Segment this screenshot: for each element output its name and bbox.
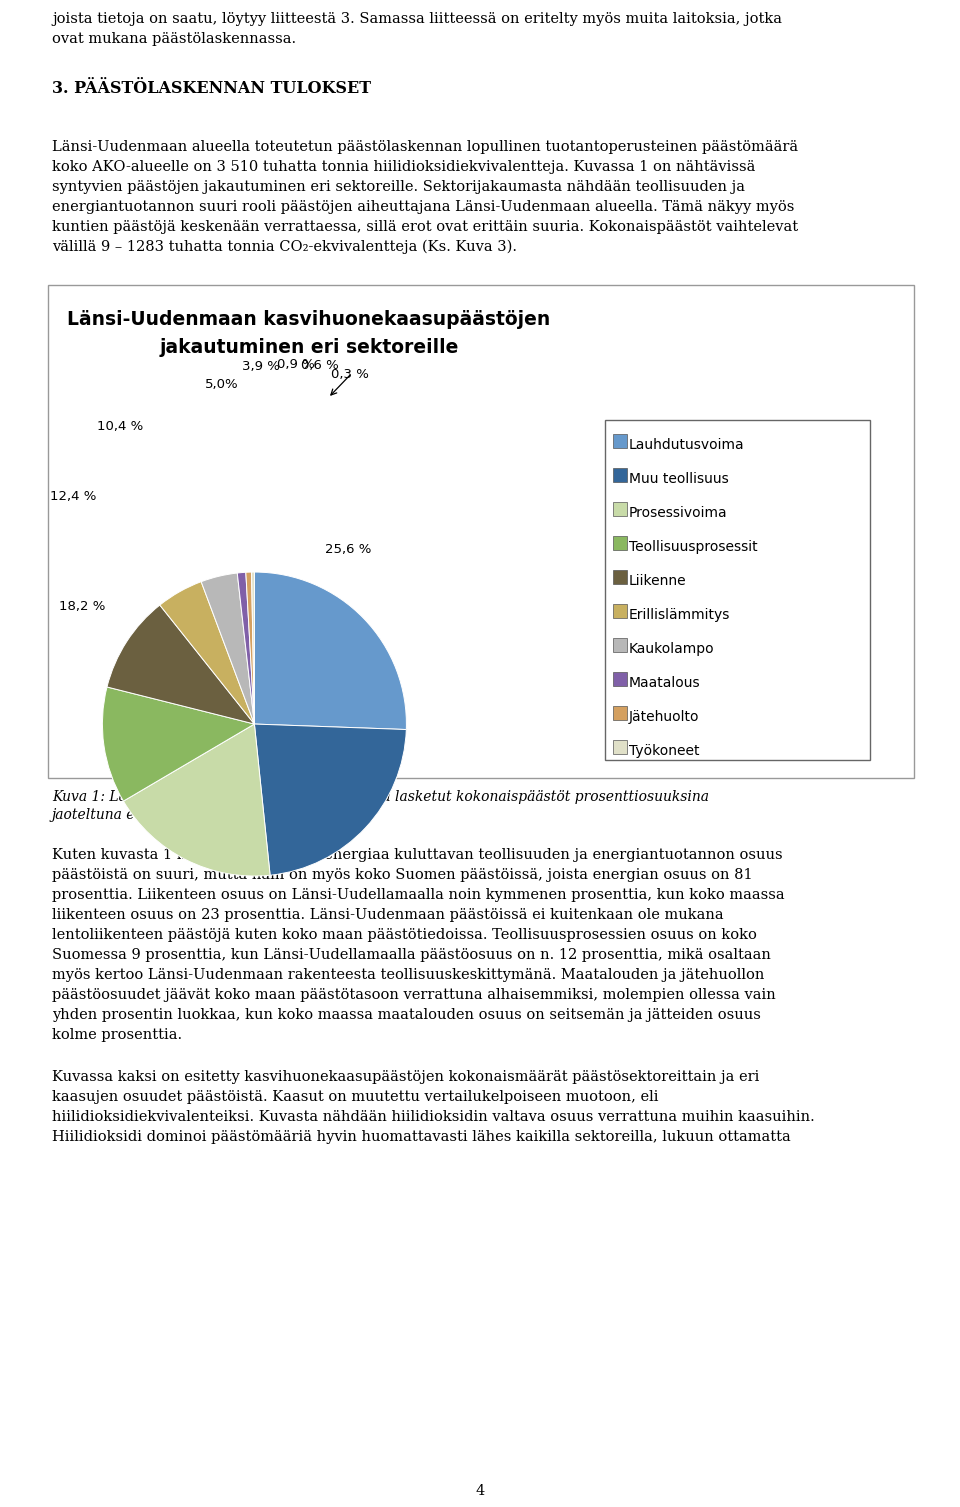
FancyBboxPatch shape	[613, 434, 627, 448]
Wedge shape	[254, 723, 406, 876]
Text: 10,4 %: 10,4 %	[97, 420, 143, 433]
Text: välillä 9 – 1283 tuhatta tonnia CO₂-ekvivalentteja (Ks. Kuva 3).: välillä 9 – 1283 tuhatta tonnia CO₂-ekvi…	[52, 240, 517, 255]
Text: Liikenne: Liikenne	[629, 574, 686, 588]
Text: 22,8 %: 22,8 %	[192, 686, 238, 698]
Text: kuntien päästöjä keskenään verrattaessa, sillä erot ovat erittäin suuria. Kokona: kuntien päästöjä keskenään verrattaessa,…	[52, 220, 798, 234]
Text: päästöistä on suuri, mutta näin on myös koko Suomen päästöissä, joista energian : päästöistä on suuri, mutta näin on myös …	[52, 868, 753, 882]
Text: liikenteen osuus on 23 prosenttia. Länsi-Uudenmaan päästöissä ei kuitenkaan ole : liikenteen osuus on 23 prosenttia. Länsi…	[52, 909, 724, 922]
Text: syntyvien päästöjen jakautuminen eri sektoreille. Sektorijakaumasta nähdään teol: syntyvien päästöjen jakautuminen eri sek…	[52, 179, 745, 194]
Wedge shape	[252, 573, 254, 723]
FancyBboxPatch shape	[613, 570, 627, 585]
Text: 0,9 %: 0,9 %	[277, 359, 315, 371]
Text: 12,4 %: 12,4 %	[50, 490, 96, 503]
FancyBboxPatch shape	[613, 705, 627, 720]
FancyBboxPatch shape	[613, 502, 627, 515]
Text: 5,0%: 5,0%	[205, 378, 239, 390]
Text: Työkoneet: Työkoneet	[629, 744, 700, 758]
Text: koko AKO-alueelle on 3 510 tuhatta tonnia hiilidioksidiekvivalentteja. Kuvassa 1: koko AKO-alueelle on 3 510 tuhatta tonni…	[52, 160, 756, 173]
Text: Prosessivoima: Prosessivoima	[629, 506, 728, 520]
Wedge shape	[202, 573, 254, 723]
Text: 0,6 %: 0,6 %	[301, 359, 339, 372]
FancyBboxPatch shape	[605, 420, 870, 760]
Text: hiilidioksidiekvivalenteiksi. Kuvasta nähdään hiilidioksidin valtava osuus verra: hiilidioksidiekvivalenteiksi. Kuvasta nä…	[52, 1111, 815, 1124]
Text: Länsi-Uudenmaan alueella toteutetun päästölaskennan lopullinen tuotantoperustein: Länsi-Uudenmaan alueella toteutetun pääs…	[52, 140, 798, 154]
Wedge shape	[124, 723, 270, 876]
Text: prosenttia. Liikenteen osuus on Länsi-Uudellamaalla noin kymmenen prosenttia, ku: prosenttia. Liikenteen osuus on Länsi-Uu…	[52, 888, 784, 903]
Text: joista tietoja on saatu, löytyy liitteestä 3. Samassa liitteessä on eritelty myö: joista tietoja on saatu, löytyy liittees…	[52, 12, 782, 26]
Wedge shape	[107, 606, 254, 723]
Text: kaasujen osuudet päästöistä. Kaasut on muutettu vertailukelpoiseen muotoon, eli: kaasujen osuudet päästöistä. Kaasut on m…	[52, 1090, 659, 1105]
Wedge shape	[254, 573, 406, 729]
Text: Teollisuusprosessit: Teollisuusprosessit	[629, 540, 757, 555]
FancyBboxPatch shape	[613, 536, 627, 550]
FancyBboxPatch shape	[613, 469, 627, 482]
Text: jakautuminen eri sektoreille: jakautuminen eri sektoreille	[159, 338, 459, 357]
FancyBboxPatch shape	[613, 604, 627, 618]
Text: Kaukolampo: Kaukolampo	[629, 642, 714, 656]
FancyBboxPatch shape	[613, 637, 627, 653]
Text: päästöosuudet jäävät koko maan päästötasoon verrattuna alhaisemmiksi, molempien : päästöosuudet jäävät koko maan päästötas…	[52, 989, 776, 1002]
Text: energiantuotannon suuri rooli päästöjen aiheuttajana Länsi-Uudenmaan alueella. T: energiantuotannon suuri rooli päästöjen …	[52, 200, 794, 214]
Text: Muu teollisuus: Muu teollisuus	[629, 472, 729, 485]
Text: myös kertoo Länsi-Uudenmaan rakenteesta teollisuuskeskittymänä. Maatalouden ja j: myös kertoo Länsi-Uudenmaan rakenteesta …	[52, 967, 764, 983]
Wedge shape	[159, 582, 254, 723]
FancyBboxPatch shape	[48, 285, 914, 778]
Text: 3,9 %: 3,9 %	[242, 360, 280, 374]
Text: 3. PÄÄSTÖLASKENNAN TULOKSET: 3. PÄÄSTÖLASKENNAN TULOKSET	[52, 80, 371, 96]
Text: Kuvassa kaksi on esitetty kasvihuonekaasupäästöjen kokonaismäärät päästösektorei: Kuvassa kaksi on esitetty kasvihuonekaas…	[52, 1070, 759, 1084]
Text: Hiilidioksidi dominoi päästömääriä hyvin huomattavasti lähes kaikilla sektoreill: Hiilidioksidi dominoi päästömääriä hyvin…	[52, 1130, 791, 1144]
Text: Erillislämmitys: Erillislämmitys	[629, 607, 731, 622]
Text: kolme prosenttia.: kolme prosenttia.	[52, 1028, 182, 1041]
Text: Kuva 1: Länsi-Uudenmaan päästökartoituksessa lasketut kokonaispäästöt prosenttio: Kuva 1: Länsi-Uudenmaan päästökartoituks…	[52, 790, 709, 805]
Text: lentoliikenteen päästöjä kuten koko maan päästötiedoissa. Teollisuusprosessien o: lentoliikenteen päästöjä kuten koko maan…	[52, 928, 756, 942]
Text: 18,2 %: 18,2 %	[59, 600, 106, 613]
Text: 4: 4	[475, 1484, 485, 1498]
Wedge shape	[103, 687, 254, 802]
Wedge shape	[246, 573, 254, 723]
Text: Maatalous: Maatalous	[629, 677, 701, 690]
Text: 0,3 %: 0,3 %	[331, 368, 369, 381]
Text: 25,6 %: 25,6 %	[324, 543, 372, 556]
Text: Jätehuolto: Jätehuolto	[629, 710, 700, 723]
Text: Länsi-Uudenmaan kasvihuonekaasupäästöjen: Länsi-Uudenmaan kasvihuonekaasupäästöjen	[67, 310, 551, 329]
Text: yhden prosentin luokkaa, kun koko maassa maatalouden osuus on seitsemän ja jätte: yhden prosentin luokkaa, kun koko maassa…	[52, 1008, 761, 1022]
Text: Kuten kuvasta 1 nähdään, runsaasti energiaa kuluttavan teollisuuden ja energiant: Kuten kuvasta 1 nähdään, runsaasti energ…	[52, 848, 782, 862]
FancyBboxPatch shape	[613, 740, 627, 754]
FancyBboxPatch shape	[613, 672, 627, 686]
Text: Lauhdutusvoima: Lauhdutusvoima	[629, 439, 745, 452]
Text: jaoteltuna eri päästösektoreille: jaoteltuna eri päästösektoreille	[52, 808, 272, 821]
Text: ovat mukana päästölaskennassa.: ovat mukana päästölaskennassa.	[52, 32, 296, 47]
Text: Suomessa 9 prosenttia, kun Länsi-Uudellamaalla päästöosuus on n. 12 prosenttia, : Suomessa 9 prosenttia, kun Länsi-Uudella…	[52, 948, 771, 961]
Wedge shape	[237, 573, 254, 723]
